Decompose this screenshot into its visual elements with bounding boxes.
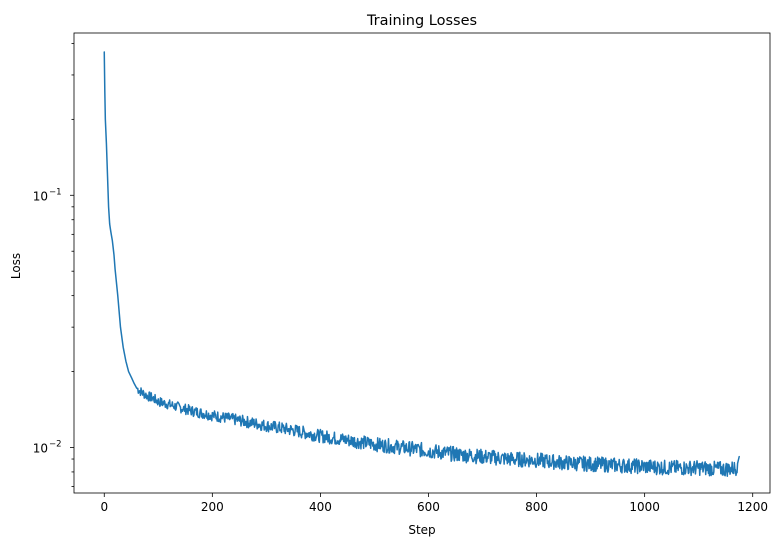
x-axis: 0 200 400 600 800 1000 1200	[100, 493, 768, 514]
x-tick-label: 800	[525, 500, 548, 514]
x-tick-label: 0	[100, 500, 108, 514]
chart-title: Training Losses	[366, 13, 477, 29]
x-tick-label: 200	[201, 500, 224, 514]
x-tick-label: 1000	[629, 500, 660, 514]
y-tick-exponent: −1	[49, 187, 62, 197]
y-tick-label: 10	[33, 441, 48, 455]
y-tick-label: 10	[33, 189, 48, 203]
plot-frame	[73, 32, 771, 494]
loss-series-line	[103, 51, 740, 477]
y-axis-label: Loss	[9, 253, 23, 279]
y-tick-exponent: −2	[49, 439, 62, 449]
x-tick-label: 600	[417, 500, 440, 514]
x-tick-label: 1200	[737, 500, 768, 514]
x-tick-label: 400	[309, 500, 332, 514]
x-axis-label: Step	[408, 523, 435, 537]
y-axis: 10−110−2	[33, 43, 74, 487]
